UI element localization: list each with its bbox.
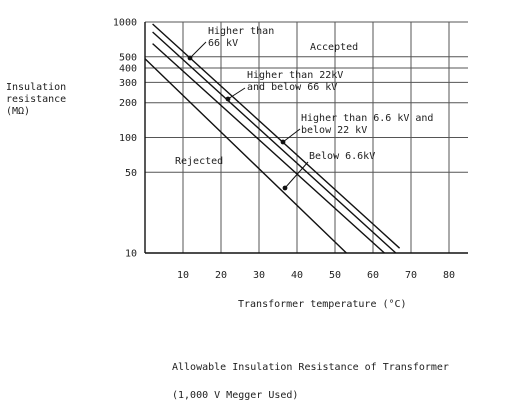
x-tick-label: 70 — [405, 270, 417, 281]
line-label: Below 6.6kV — [309, 151, 375, 162]
line-label: Higher than 6.6 kV and below 22 kV — [301, 113, 433, 136]
y-tick-label: 100 — [119, 133, 137, 144]
x-tick-label: 30 — [253, 270, 265, 281]
y-tick-label: 200 — [119, 98, 137, 109]
line-label-text: Below 6.6kV — [309, 151, 375, 162]
x-tick-label: 20 — [215, 270, 227, 281]
line-label-text: and below 66 kV — [247, 82, 337, 93]
series-line — [152, 43, 385, 254]
label-leader-dot — [225, 96, 231, 102]
label-leader — [282, 128, 301, 143]
label-leader — [284, 161, 309, 189]
y-tick-label: 500 — [119, 52, 137, 63]
y-tick-label: 10 — [125, 249, 137, 260]
line-label-text: Higher than — [208, 26, 274, 37]
y-tick-label: 400 — [119, 63, 137, 74]
x-tick-label: 80 — [443, 270, 455, 281]
series-lines — [144, 23, 401, 254]
axes — [144, 22, 468, 254]
series-line — [144, 58, 347, 254]
x-tick-label: 40 — [291, 270, 303, 281]
line-label: Higher than 66 kV — [208, 26, 274, 49]
label-leader-dot — [187, 55, 193, 61]
label-leader-dot — [280, 139, 286, 145]
grid — [145, 21, 468, 253]
line-labels: Higher than 66 kV Higher than 22kV and belo… — [208, 26, 433, 162]
caption-line-1: Allowable Insulation Resistance of Trans… — [172, 362, 449, 373]
y-tick-label: 300 — [119, 78, 137, 89]
x-axis-label: Transformer temperature (°C) — [238, 299, 407, 310]
series-line — [152, 23, 401, 249]
y-axis-label-line: Insulation — [6, 82, 66, 93]
region-label-accepted: Accepted — [310, 42, 358, 53]
y-tick-label: 50 — [125, 168, 137, 179]
line-label-text: Higher than 6.6 kV and — [301, 113, 433, 124]
label-leader — [189, 41, 207, 59]
line-label-text: Higher than 22kV — [247, 70, 343, 81]
x-tick-label: 10 — [177, 270, 189, 281]
label-leader — [227, 87, 246, 100]
series-line — [152, 31, 397, 254]
y-axis-label-line: resistance — [6, 94, 66, 105]
y-axis-label-line: (MΩ) — [6, 106, 30, 117]
x-tick-label: 50 — [329, 270, 341, 281]
line-label: Higher than 22kV and below 66 kV — [247, 70, 343, 93]
label-leader-dot — [282, 185, 288, 191]
line-label-text: below 22 kV — [301, 125, 367, 136]
label-leaders — [187, 41, 309, 191]
y-tick-label: 1000 — [113, 18, 137, 29]
y-axis-label: Insulation resistance (MΩ) — [6, 82, 66, 117]
region-label-rejected: Rejected — [175, 156, 223, 167]
x-tick-label: 60 — [367, 270, 379, 281]
line-label-text: 66 kV — [208, 38, 238, 49]
caption-line-2: (1,000 V Megger Used) — [172, 390, 298, 401]
